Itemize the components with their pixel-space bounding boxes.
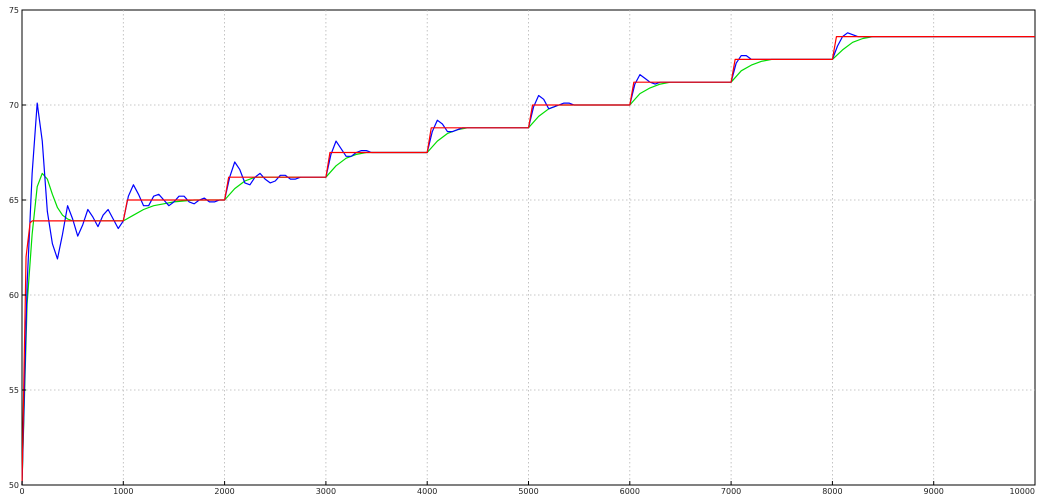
x-tick-label: 2000	[214, 487, 234, 496]
x-tick-label: 6000	[620, 487, 640, 496]
y-tick-label: 75	[9, 6, 19, 15]
x-tick-label: 4000	[417, 487, 437, 496]
plot-area	[21, 9, 1036, 486]
series-line-0	[21, 35, 1035, 486]
x-axis-ticks: 0 1000 2000 3000 4000 5000 6000 7000 8000 9000 100…	[19, 481, 1036, 496]
x-tick-label: 9000	[924, 487, 944, 496]
y-tick-label: 65	[9, 196, 19, 205]
x-tick-label: 10000	[1010, 487, 1035, 496]
x-tick-label: 5000	[518, 487, 538, 496]
y-tick-label: 55	[9, 386, 19, 395]
y-tick-label: 70	[9, 101, 19, 110]
x-tick-label: 3000	[316, 487, 336, 496]
y-axis-ticks: 50 55 60 65 70 75	[9, 6, 26, 490]
series-lines	[21, 32, 1035, 486]
y-tick-label: 60	[9, 291, 19, 300]
x-tick-label: 8000	[822, 487, 842, 496]
x-tick-label: 0	[19, 487, 24, 496]
x-tick-label: 1000	[113, 487, 133, 496]
x-tick-label: 7000	[721, 487, 741, 496]
y-tick-label: 50	[9, 481, 19, 490]
